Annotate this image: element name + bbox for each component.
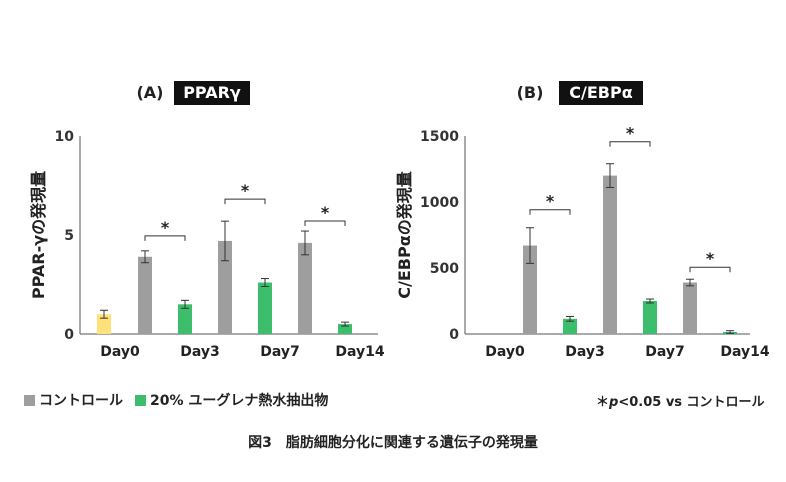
p1-bar-day7-control [218, 240, 232, 334]
p2-sig-mark-day14: * [706, 249, 715, 268]
p2-sig-mark-day7: * [626, 124, 635, 143]
chart-canvas: (A) PPARγ PPAR-γの発現量 0 5 10 Day0 Day3 Day7 Day14 *… [29, 81, 770, 360]
p2-sig-mark-day3: * [546, 192, 555, 211]
p2-y-tick-label-2: 1000 [420, 195, 459, 211]
p1-sig-bracket-day3 [144, 235, 186, 241]
legend-swatch-control [24, 394, 35, 406]
caption-text: 脂肪細胞分化に関連する遺伝子の発現量 [285, 435, 538, 451]
p1-bar-day3-treated [178, 304, 192, 334]
caption-number: 図3 [248, 435, 272, 451]
p1-bar-day14-control [298, 242, 312, 334]
p1-y-tick-label-2: 10 [55, 129, 75, 145]
p2-sig-bracket-day7 [609, 141, 651, 147]
p1-bar-day0-day0 [97, 314, 111, 334]
p1-sig-mark-day3: * [161, 218, 170, 237]
legend-item-control: コントロール [24, 390, 123, 410]
p2-panel-label: (B) [517, 83, 544, 102]
p1-bar-day14-treated [338, 324, 352, 334]
p2-sig-bracket-day14 [689, 266, 731, 273]
p1-sig-bracket-day14 [304, 220, 346, 227]
p2-bar-day14-control [683, 282, 697, 334]
p2-sig-bracket-day3 [529, 209, 571, 215]
p1-sig-mark-day14: * [321, 203, 330, 222]
note-p: p [609, 395, 619, 410]
note-star: ＊ [596, 395, 610, 410]
p2-y-tick-label-3: 1500 [420, 129, 459, 145]
p1-x-tick-label-day14: Day14 [335, 344, 385, 360]
note-text: <0.05 vs コントロール [618, 395, 765, 410]
legend: コントロール 20% ユーグレナ熱水抽出物 [24, 390, 340, 410]
legend-swatch-treated [135, 394, 146, 406]
p1-sig-bracket-day7 [224, 198, 266, 205]
p1-y-axis-label: PPAR-γの発現量 [29, 171, 48, 299]
figure-caption: 図3 脂肪細胞分化に関連する遺伝子の発現量 [0, 432, 786, 452]
p1-title-box [174, 81, 250, 105]
p2-y-tick-label-1: 500 [430, 261, 459, 277]
legend-label-control: コントロール [39, 393, 123, 409]
p2-x-tick-label-day3: Day3 [565, 344, 605, 360]
p1-sig-mark-day7: * [241, 181, 250, 200]
significance-note: ＊p<0.05 vs コントロール [596, 391, 765, 410]
p1-panel-label: (A) [136, 83, 163, 102]
p2-y-tick-label-0: 0 [449, 327, 459, 343]
p2-x-tick-label-day7: Day7 [645, 344, 685, 360]
legend-item-treated: 20% ユーグレナ熱水抽出物 [135, 390, 328, 410]
p1-y-tick-label-0: 0 [64, 327, 74, 343]
p2-chart-title: C/EBPα [569, 83, 632, 102]
p1-chart-title: PPARγ [183, 83, 241, 102]
p1-bar-day7-treated [258, 282, 272, 334]
p1-y-tick-label-1: 5 [64, 228, 74, 244]
p2-title-box [559, 81, 643, 105]
p2-bar-day3-treated [563, 318, 577, 334]
p2-x-tick-label-day0: Day0 [485, 344, 525, 360]
p2-bar-day3-control [523, 245, 537, 334]
p1-x-tick-label-day3: Day3 [180, 344, 220, 360]
legend-label-treated: 20% ユーグレナ熱水抽出物 [150, 393, 329, 409]
p1-x-tick-label-day0: Day0 [100, 344, 140, 360]
p2-y-axis-label: C/EBPαの発現量 [395, 171, 414, 298]
p2-bar-day7-control [603, 175, 617, 334]
p2-bar-day7-treated [643, 301, 657, 334]
p1-x-tick-label-day7: Day7 [260, 344, 300, 360]
p2-x-tick-label-day14: Day14 [720, 344, 770, 360]
p1-bar-day3-control [138, 256, 152, 334]
